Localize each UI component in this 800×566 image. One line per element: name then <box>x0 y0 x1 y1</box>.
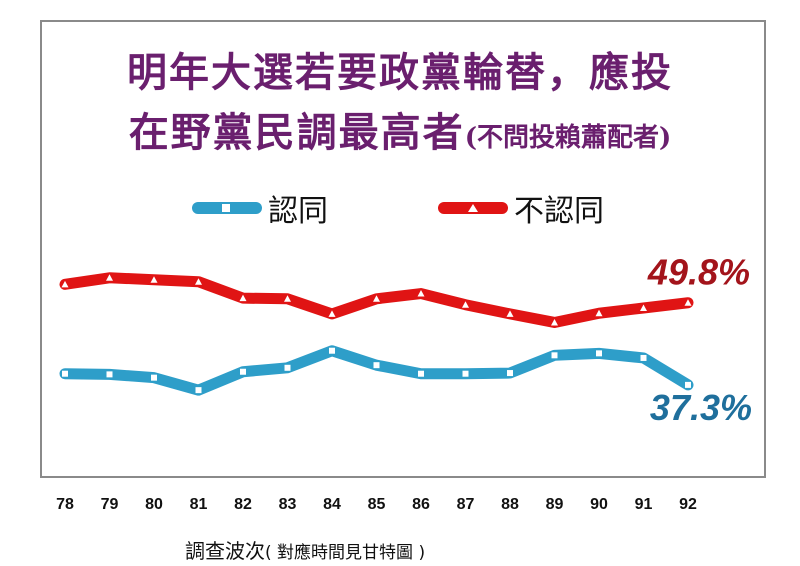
data-point-agree-87 <box>462 370 469 377</box>
end-value-label-disagree: 49.8% <box>647 252 750 293</box>
chart-title-note: (不問投賴蕭配者) <box>464 123 672 153</box>
x-axis-note: ( 對應時間見甘特圖 ) <box>265 543 426 563</box>
data-point-disagree-81 <box>195 278 202 285</box>
x-tick-label-81: 81 <box>190 496 208 513</box>
data-point-disagree-79 <box>106 274 113 281</box>
x-tick-label-91: 91 <box>635 496 653 513</box>
legend-swatch-disagree <box>438 202 508 214</box>
data-point-agree-92 <box>685 381 691 388</box>
data-point-agree-85 <box>373 362 380 369</box>
data-point-agree-79 <box>106 371 113 378</box>
data-point-agree-88 <box>507 370 513 377</box>
data-point-agree-80 <box>151 374 157 381</box>
legend-item-agree: 認同 <box>192 188 328 229</box>
legend-label-agree: 認同 <box>268 194 328 229</box>
data-point-disagree-90 <box>595 309 603 317</box>
x-tick-label-86: 86 <box>412 496 430 513</box>
x-tick-label-85: 85 <box>368 496 386 513</box>
chart-frame <box>40 20 766 478</box>
x-tick-label-88: 88 <box>501 496 519 513</box>
data-point-disagree-88 <box>506 310 514 317</box>
end-value-label-agree: 37.3% <box>650 387 752 428</box>
data-point-agree-86 <box>418 370 424 377</box>
data-point-agree-84 <box>329 347 335 354</box>
data-point-agree-90 <box>596 350 602 357</box>
data-point-agree-78 <box>62 370 68 377</box>
data-point-agree-82 <box>240 368 246 375</box>
chart-title-line2-main: 在野黨民調最高者 <box>128 109 465 156</box>
legend-label-disagree: 不認同 <box>514 194 604 229</box>
data-point-disagree-86 <box>417 290 425 297</box>
chart-title-line2: 在野黨民調最高者(不問投賴蕭配者) <box>0 100 800 158</box>
data-point-disagree-80 <box>150 276 158 283</box>
x-tick-label-89: 89 <box>546 496 564 513</box>
data-point-disagree-82 <box>239 294 247 302</box>
data-point-disagree-84 <box>328 310 336 317</box>
x-tick-label-83: 83 <box>279 496 297 513</box>
data-point-disagree-87 <box>462 301 469 308</box>
data-point-disagree-83 <box>284 295 291 302</box>
legend-swatch-agree <box>192 202 262 214</box>
x-tick-label-87: 87 <box>457 496 475 513</box>
x-tick-label-82: 82 <box>234 496 252 513</box>
x-tick-label-92: 92 <box>679 496 697 513</box>
data-point-disagree-78 <box>61 280 69 288</box>
x-axis-label: 調查波次 <box>185 539 265 563</box>
data-point-agree-83 <box>284 364 291 371</box>
legend-item-disagree: 不認同 <box>438 188 604 229</box>
x-tick-label-79: 79 <box>101 496 119 513</box>
x-tick-label-80: 80 <box>145 496 163 513</box>
data-point-disagree-89 <box>551 318 558 326</box>
data-point-disagree-92 <box>684 299 692 306</box>
data-point-disagree-91 <box>640 304 647 311</box>
chart-title-line1: 明年大選若要政黨輪替，應投 <box>127 49 673 96</box>
data-point-disagree-85 <box>373 295 380 302</box>
data-point-agree-81 <box>195 387 202 394</box>
data-point-agree-91 <box>640 354 647 361</box>
series-line-agree <box>59 345 694 396</box>
x-tick-label-84: 84 <box>323 496 341 513</box>
x-tick-label-78: 78 <box>56 496 74 513</box>
x-tick-label-90: 90 <box>590 496 608 513</box>
data-point-agree-89 <box>551 352 558 359</box>
